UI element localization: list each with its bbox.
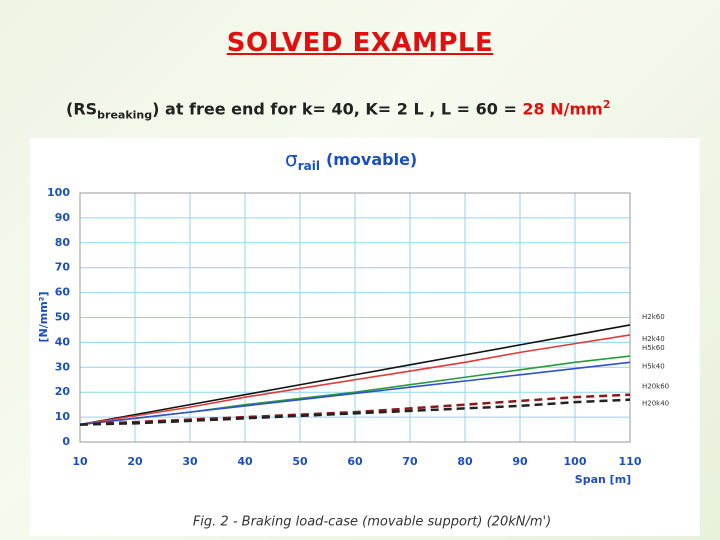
y-tick-label: 20	[55, 385, 71, 398]
subtitle-result: 28 N/mm	[522, 99, 603, 119]
chart-background	[30, 138, 700, 536]
y-tick-label: 10	[55, 410, 71, 423]
chart-caption: Fig. 2 - Braking load-case (movable supp…	[193, 515, 551, 530]
y-tick-label: 80	[55, 236, 71, 249]
x-tick-label: 80	[457, 455, 473, 468]
title-symbol: σ	[285, 147, 298, 171]
legend-label: H2k60	[642, 313, 665, 321]
x-tick-label: 110	[619, 455, 642, 468]
x-tick-label: 20	[127, 455, 143, 468]
series-line	[79, 324, 631, 426]
y-tick-label: 90	[55, 211, 71, 224]
series-line	[79, 334, 631, 426]
x-tick-label: 10	[72, 455, 88, 468]
subtitle-subscript: breaking	[97, 108, 153, 122]
slide-subtitle: (RSbreaking) at free end for k= 40, K= 2…	[66, 98, 611, 122]
x-tick-label: 90	[512, 455, 528, 468]
legend-label: H2k40	[642, 335, 665, 343]
x-tick-label: 30	[182, 455, 198, 468]
y-tick-label: 0	[62, 435, 70, 448]
y-axis-label: [N/mm²]	[37, 291, 50, 342]
chart-title: σrail (movable)	[285, 147, 417, 173]
legend-label: H20k40	[642, 400, 669, 408]
x-axis-label: Span [m]	[575, 473, 631, 486]
x-tick-label: 70	[402, 455, 418, 468]
y-tick-label: 30	[55, 360, 71, 373]
x-tick-label: 100	[564, 455, 587, 468]
subtitle-text: (RS	[66, 99, 98, 119]
legend-label: H20k60	[642, 383, 669, 391]
y-tick-label: 100	[47, 186, 70, 199]
series-line	[79, 398, 631, 426]
y-tick-label: 60	[55, 286, 71, 299]
title-text: (movable)	[326, 150, 417, 169]
title-subscript: rail	[298, 159, 320, 173]
plot-border	[79, 192, 631, 443]
y-tick-label: 40	[55, 335, 71, 348]
x-tick-label: 60	[347, 455, 363, 468]
y-tick-label: 50	[55, 311, 71, 324]
subtitle-superscript: 2	[602, 98, 611, 111]
slide-title: SOLVED EXAMPLE	[226, 28, 494, 58]
series-line	[79, 361, 631, 426]
legend-label: H5k60	[642, 344, 665, 352]
legend-label: H5k40	[642, 362, 665, 370]
subtitle-text: ) at free end for k= 40, K= 2 L , L = 60…	[152, 99, 523, 119]
x-tick-label: 40	[237, 455, 253, 468]
y-tick-label: 70	[55, 261, 71, 274]
x-tick-label: 50	[292, 455, 308, 468]
